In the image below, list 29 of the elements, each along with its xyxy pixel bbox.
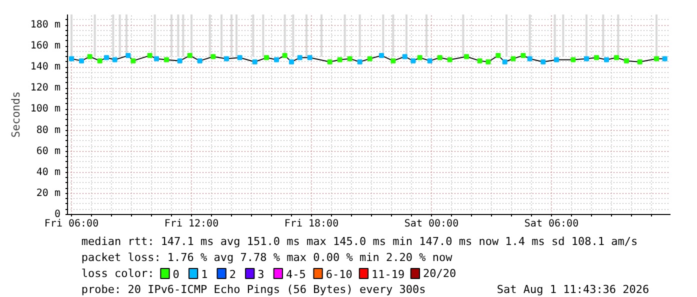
y-axis-title: Seconds xyxy=(9,91,22,138)
y-tick-label: 40 m xyxy=(36,166,61,178)
y-tick-label: 20 m xyxy=(36,188,61,199)
legend-title: loss color: xyxy=(81,267,154,280)
x-tick-label: Sat 00:00 xyxy=(404,218,459,230)
y-tick-label: 100 m xyxy=(30,104,61,115)
legend-label: 20/20 xyxy=(422,267,456,280)
x-tick-label: Fri 06:00 xyxy=(44,218,99,230)
legend-label: 3 xyxy=(258,268,264,281)
y-tick-label: 180 m xyxy=(30,20,61,31)
y-tick-label: 80 m xyxy=(36,124,61,136)
legend-label: 1 xyxy=(201,268,208,281)
y-tick-label: 140 m xyxy=(30,62,61,73)
x-tick-label: Fri 12:00 xyxy=(164,218,219,230)
x-tick-label: Fri 18:00 xyxy=(284,218,339,230)
y-tick-label: 60 m xyxy=(36,146,61,157)
legend-label: 4-5 xyxy=(286,268,306,281)
legend-label: 6-10 xyxy=(326,268,352,281)
text: median rtt: 147.1 ms avg 151.0 ms max 145.0 ms min 147.0 ms now 1.4 ms sd 108.1 am/s xyxy=(81,235,638,248)
y-tick-label: 0 xyxy=(54,209,61,220)
y-tick-label: 120 m xyxy=(30,82,61,94)
legend-label: 11-19 xyxy=(372,268,405,281)
text: probe: 20 IPv6-ICMP Echo Pings (56 Bytes) every 300s xyxy=(81,283,426,296)
legend-label: 2 xyxy=(229,268,236,281)
y-tick-label: 160 m xyxy=(30,40,61,52)
x-tick-label: Sat 06:00 xyxy=(524,218,579,230)
text: packet loss: 1.76 % avg 7.78 % max 0.00 % min 2.20 % now xyxy=(81,251,453,264)
text: Sat Aug 1 11:43:36 2026 xyxy=(496,283,650,296)
legend-label: 0 xyxy=(172,268,180,281)
